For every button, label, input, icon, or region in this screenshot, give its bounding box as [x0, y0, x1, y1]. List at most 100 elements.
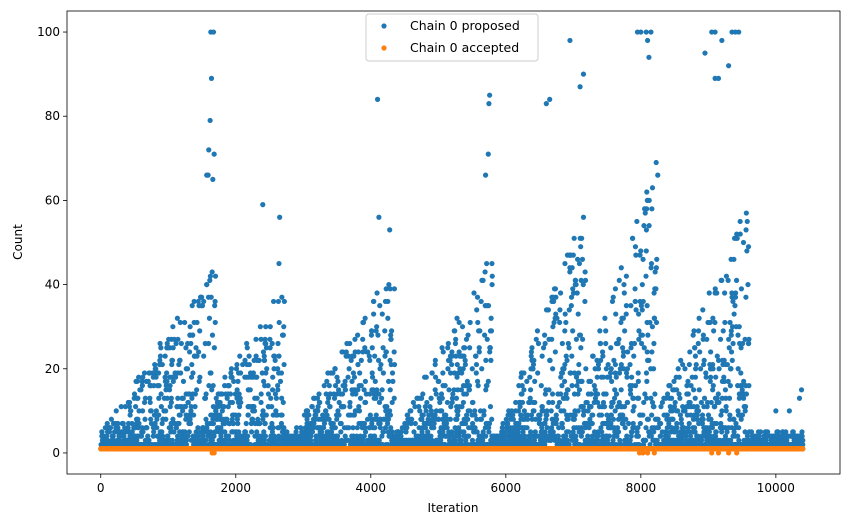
- proposed-point: [371, 298, 377, 305]
- proposed-point: [433, 391, 439, 397]
- proposed-point: [217, 412, 223, 418]
- proposed-point: [232, 391, 238, 397]
- proposed-point: [195, 425, 201, 431]
- proposed-point: [362, 429, 369, 435]
- proposed-point: [222, 429, 228, 435]
- proposed-point: [164, 340, 170, 347]
- proposed-point: [262, 433, 269, 439]
- proposed-point: [180, 378, 187, 384]
- proposed-point: [218, 433, 224, 439]
- proposed-point: [330, 420, 336, 427]
- proposed-point: [135, 416, 141, 422]
- proposed-point: [668, 395, 675, 401]
- proposed-point: [576, 370, 582, 376]
- proposed-point: [628, 303, 634, 309]
- proposed-point: [465, 332, 471, 338]
- proposed-point: [171, 336, 177, 342]
- proposed-point: [579, 429, 585, 435]
- proposed-point: [275, 366, 281, 372]
- proposed-point: [651, 404, 657, 410]
- proposed-point: [164, 378, 170, 384]
- proposed-point: [635, 370, 641, 376]
- proposed-point: [713, 429, 719, 435]
- proposed-point: [148, 408, 154, 414]
- proposed-point: [685, 391, 691, 397]
- proposed-point: [237, 370, 244, 376]
- proposed-point: [207, 273, 213, 279]
- proposed-point: [127, 412, 133, 418]
- proposed-point: [321, 420, 328, 427]
- proposed-point: [169, 361, 175, 368]
- proposed-point: [358, 383, 364, 389]
- proposed-point: [163, 408, 169, 414]
- proposed-point: [645, 332, 651, 338]
- proposed-point: [371, 311, 377, 317]
- proposed-point: [162, 353, 168, 359]
- proposed-point: [557, 319, 563, 326]
- proposed-point: [614, 391, 620, 397]
- proposed-point: [744, 218, 750, 225]
- proposed-point: [601, 404, 608, 410]
- proposed-point: [165, 433, 171, 439]
- proposed-point: [720, 328, 726, 334]
- proposed-point: [475, 383, 481, 389]
- proposed-point: [440, 349, 446, 355]
- proposed-point: [745, 244, 752, 250]
- proposed-point: [357, 395, 364, 401]
- proposed-point: [263, 370, 269, 376]
- proposed-point: [618, 265, 624, 271]
- proposed-point: [138, 433, 145, 439]
- proposed-point: [263, 340, 269, 347]
- proposed-point: [332, 425, 338, 431]
- proposed-point: [369, 345, 375, 351]
- proposed-point: [258, 391, 264, 397]
- proposed-point: [743, 391, 750, 397]
- proposed-point: [524, 378, 530, 384]
- proposed-point: [309, 404, 315, 410]
- proposed-point: [432, 357, 438, 363]
- proposed-point: [127, 437, 133, 443]
- proposed-point: [572, 412, 578, 418]
- proposed-point: [110, 433, 116, 439]
- proposed-point: [244, 437, 250, 443]
- proposed-point: [311, 420, 317, 427]
- proposed-point: [722, 319, 728, 326]
- proposed-point: [157, 353, 164, 359]
- proposed-point: [330, 370, 336, 376]
- proposed-point: [649, 185, 656, 191]
- proposed-point: [576, 260, 583, 267]
- proposed-point: [552, 349, 558, 355]
- proposed-point: [568, 303, 574, 309]
- proposed-point: [231, 378, 237, 384]
- proposed-point: [258, 433, 264, 439]
- proposed-point: [743, 294, 749, 300]
- proposed-point: [315, 408, 321, 414]
- proposed-point: [691, 328, 697, 334]
- proposed-point: [564, 357, 570, 363]
- proposed-point: [305, 408, 311, 414]
- proposed-point: [160, 433, 166, 439]
- proposed-point: [649, 206, 655, 212]
- proposed-point: [152, 420, 158, 427]
- proposed-point: [253, 353, 259, 359]
- proposed-point: [176, 361, 182, 368]
- proposed-point: [570, 328, 576, 334]
- proposed-point: [162, 374, 168, 380]
- proposed-point: [372, 425, 378, 431]
- proposed-point: [489, 416, 495, 422]
- proposed-point: [548, 408, 554, 414]
- proposed-point: [620, 315, 626, 321]
- proposed-point: [469, 366, 475, 372]
- proposed-point: [276, 319, 282, 326]
- proposed-point: [467, 345, 473, 351]
- proposed-point: [639, 307, 645, 313]
- proposed-point: [521, 370, 527, 376]
- proposed-point: [597, 340, 604, 347]
- proposed-point: [727, 383, 733, 389]
- proposed-point: [579, 378, 585, 384]
- proposed-point: [736, 425, 742, 431]
- proposed-point: [159, 420, 165, 427]
- proposed-point: [233, 366, 240, 372]
- proposed-point: [389, 328, 395, 334]
- proposed-point: [532, 399, 538, 406]
